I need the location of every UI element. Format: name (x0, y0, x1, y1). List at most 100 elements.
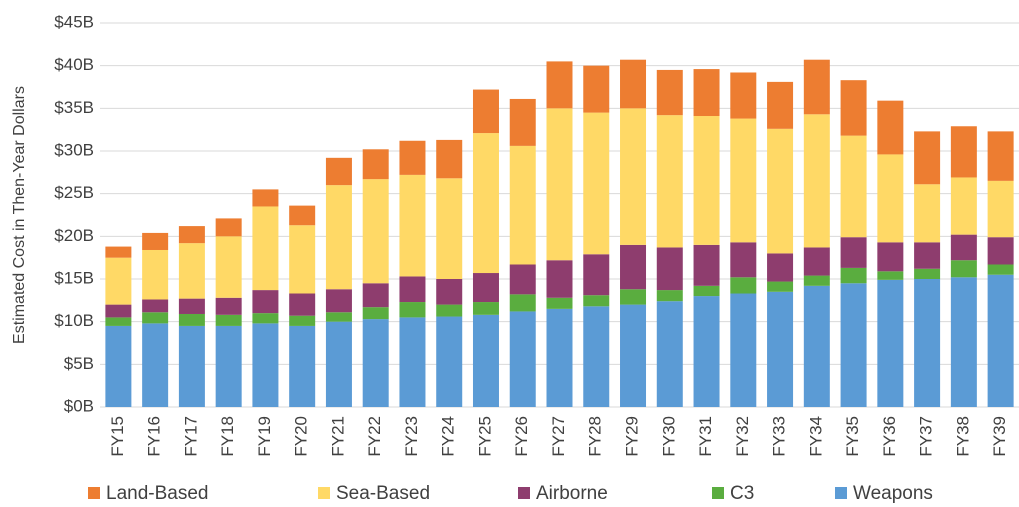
bar-segment (693, 285, 720, 297)
bar-segment (767, 281, 794, 292)
x-tick-label: FY30 (659, 416, 678, 457)
bar-segment (399, 302, 426, 318)
bar-segment (730, 72, 757, 119)
legend-swatch (835, 487, 847, 499)
legend-label: Weapons (853, 483, 933, 504)
x-tick-label: FY38 (953, 416, 972, 457)
bar-segment (877, 154, 904, 243)
y-tick-label: $25B (54, 183, 94, 202)
bar-segment (730, 242, 757, 278)
bar-segment (877, 271, 904, 280)
legend-label: Sea-Based (336, 483, 430, 504)
x-tick-label: FY29 (623, 416, 642, 457)
bar-segment (472, 302, 499, 315)
y-tick-label: $35B (54, 98, 94, 117)
bar-segment (105, 246, 132, 258)
bar-segment (362, 319, 389, 407)
bar-segment (693, 69, 720, 117)
x-tick-label: FY26 (512, 416, 531, 457)
bar-segment (105, 317, 132, 326)
x-tick-label: FY34 (806, 416, 825, 457)
bar-segment (914, 242, 941, 269)
y-tick-label: $30B (54, 140, 94, 159)
bar-segment (436, 304, 463, 317)
bar-segment (656, 290, 683, 302)
bar-segment (252, 206, 279, 291)
bar-segment (436, 178, 463, 279)
legend-swatch (712, 487, 724, 499)
y-tick-label: $15B (54, 268, 94, 287)
bar-segment (840, 267, 867, 284)
bar-segment (620, 244, 647, 290)
bar-segment (399, 174, 426, 277)
bar-segment (325, 185, 352, 290)
bar-segment (693, 244, 720, 286)
bar-segment (914, 184, 941, 243)
bar-segment (950, 277, 977, 407)
bar-segment (950, 177, 977, 235)
bar-segment (546, 260, 573, 298)
y-tick-label: $5B (64, 354, 94, 373)
x-tick-label: FY33 (770, 416, 789, 457)
bar-segment (105, 257, 132, 305)
bar-segment (252, 323, 279, 407)
x-tick-label: FY21 (328, 416, 347, 457)
bar-segment (620, 59, 647, 109)
bar-segment (730, 118, 757, 243)
bar-segment (509, 311, 536, 407)
bar-segment (215, 236, 242, 298)
x-tick-label: FY23 (402, 416, 421, 457)
bar-segment (325, 321, 352, 407)
bar-segment (987, 237, 1014, 265)
bar-segment (325, 312, 352, 322)
bar-segment (693, 116, 720, 245)
bar-segment (583, 254, 610, 296)
bar-segment (105, 325, 132, 407)
x-tick-label: FY16 (145, 416, 164, 457)
legend-label: Airborne (536, 483, 608, 504)
bar-segment (987, 264, 1014, 275)
bar-segment (546, 108, 573, 261)
y-tick-label: $45B (54, 12, 94, 31)
bar-segment (767, 128, 794, 254)
bar-segment (252, 290, 279, 314)
bar-segment (840, 135, 867, 238)
bar-segment (142, 249, 169, 300)
bar-segment (289, 315, 316, 326)
x-tick-label: FY19 (255, 416, 274, 457)
legend-label: C3 (730, 483, 754, 504)
bar-segment (289, 325, 316, 407)
bar-segment (178, 243, 205, 299)
bar-segment (730, 293, 757, 407)
bar-segment (472, 89, 499, 134)
bar-segment (362, 283, 389, 308)
x-tick-label: FY39 (990, 416, 1009, 457)
bar-segment (509, 264, 536, 295)
legend-label: Land-Based (106, 483, 208, 504)
bar-segment (803, 275, 830, 286)
bar-segment (803, 114, 830, 248)
bar-segment (215, 297, 242, 315)
bar-segment (509, 294, 536, 312)
bar-segment (178, 298, 205, 314)
bar-segment (987, 180, 1014, 238)
bar-segment (656, 115, 683, 248)
bar-segment (803, 247, 830, 276)
bar-segment (546, 308, 573, 407)
bar-segment (767, 253, 794, 282)
bar-segment (583, 112, 610, 255)
bar-segment (546, 61, 573, 109)
bar-segment (252, 189, 279, 207)
bar-segment (142, 312, 169, 324)
bar-segment (546, 297, 573, 309)
x-tick-label: FY32 (733, 416, 752, 457)
bar-segment (583, 306, 610, 407)
x-tick-label: FY24 (439, 416, 458, 457)
bar-segment (399, 276, 426, 303)
bar-segment (289, 293, 316, 316)
y-tick-label: $10B (54, 311, 94, 330)
bar-segment (950, 234, 977, 261)
bar-segment (289, 225, 316, 294)
bar-segment (362, 307, 389, 320)
